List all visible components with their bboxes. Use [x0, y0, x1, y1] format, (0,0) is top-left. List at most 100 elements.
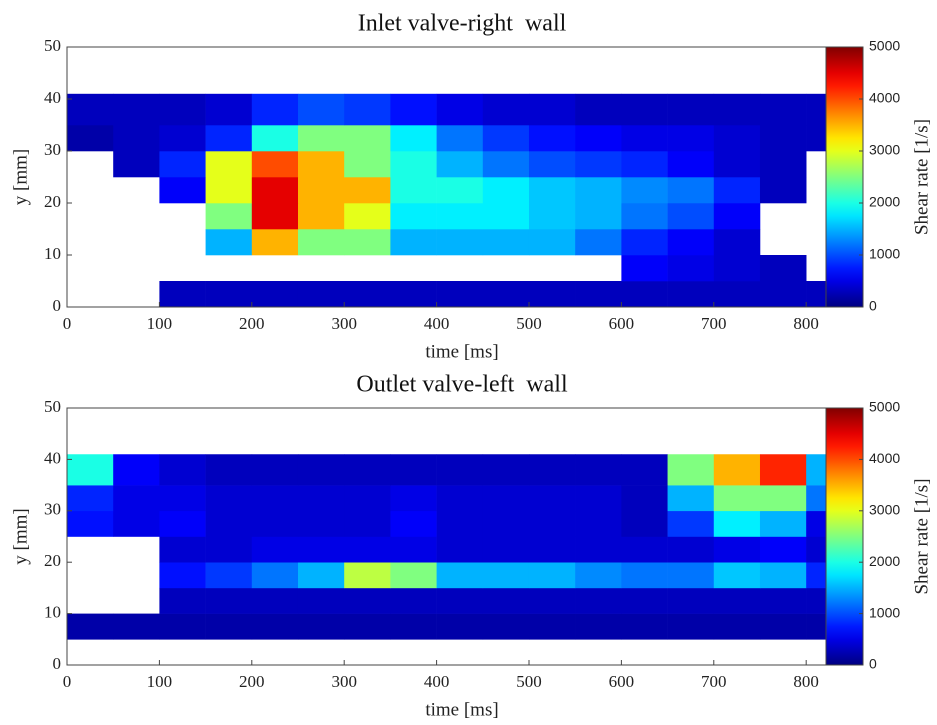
- heat-cell: [390, 587, 437, 614]
- heat-cell: [667, 281, 715, 308]
- heat-cell: [713, 203, 761, 230]
- colorbar-tick-label: 4000: [869, 90, 900, 106]
- x-tick-label: 200: [239, 672, 265, 691]
- y-tick-label: 20: [44, 192, 61, 211]
- heat-cell: [297, 613, 345, 640]
- heat-cell: [667, 151, 715, 178]
- heat-cell: [297, 281, 345, 308]
- heat-cell: [713, 485, 761, 512]
- heat-cell: [621, 485, 668, 512]
- heat-cell: [575, 229, 622, 256]
- heat-cell: [713, 229, 761, 256]
- heat-cell: [344, 536, 391, 563]
- heat-cell: [621, 93, 668, 126]
- heat-cell: [436, 454, 484, 486]
- heat-cell: [713, 454, 761, 486]
- x-tick-label: 800: [793, 314, 819, 333]
- heat-cell: [205, 281, 253, 308]
- y-tick-label: 10: [44, 603, 61, 622]
- heat-cell: [67, 613, 114, 640]
- heat-cell: [159, 587, 206, 614]
- x-tick-label: 300: [331, 314, 357, 333]
- heat-cell: [113, 151, 160, 178]
- heat-cell: [528, 281, 576, 308]
- heat-cell: [297, 562, 345, 589]
- x-tick-label: 600: [609, 314, 635, 333]
- colorbar-tick-label: 3000: [869, 502, 900, 518]
- heat-cell: [482, 151, 530, 178]
- heat-cell: [482, 454, 530, 486]
- heat-cell: [667, 229, 715, 256]
- x-tick-label: 800: [793, 672, 819, 691]
- heat-cell: [205, 203, 253, 230]
- heat-cell: [575, 485, 622, 512]
- heat-cell: [713, 177, 761, 204]
- heat-cell: [251, 177, 299, 204]
- heat-cell: [344, 177, 391, 204]
- heat-cell: [390, 125, 437, 152]
- heat-cell: [759, 151, 807, 178]
- heat-cell: [621, 613, 668, 640]
- heat-cell: [159, 177, 206, 204]
- heat-cell: [528, 203, 576, 230]
- heat-cell: [205, 562, 253, 589]
- heat-cell: [759, 125, 807, 152]
- heat-cell: [436, 177, 484, 204]
- heat-cell: [667, 125, 715, 152]
- x-tick-label: 300: [331, 672, 357, 691]
- heat-cell: [621, 281, 668, 308]
- x-tick-label: 400: [424, 314, 450, 333]
- heat-cell: [344, 281, 391, 308]
- x-tick-label: 400: [424, 672, 450, 691]
- heat-cell: [667, 93, 715, 126]
- colorbar-tick-label: 2000: [869, 553, 900, 569]
- y-tick-label: 30: [44, 140, 61, 159]
- heat-cell: [621, 125, 668, 152]
- heat-cell: [344, 203, 391, 230]
- heat-cell: [575, 281, 622, 308]
- heat-cell: [713, 281, 761, 308]
- heat-cell: [205, 510, 253, 537]
- heat-cell: [344, 151, 391, 178]
- heat-cell: [667, 203, 715, 230]
- heat-cell: [575, 93, 622, 126]
- heat-cell: [482, 177, 530, 204]
- heat-cell: [759, 536, 807, 563]
- y-tick-label: 0: [53, 296, 62, 315]
- heat-cell: [759, 510, 807, 537]
- y-tick-label: 30: [44, 500, 61, 519]
- heat-cell: [713, 510, 761, 537]
- heat-cell: [482, 587, 530, 614]
- y-tick-label: 20: [44, 551, 61, 570]
- heat-cell: [713, 562, 761, 589]
- heat-cell: [667, 485, 715, 512]
- heat-cell: [482, 229, 530, 256]
- colorbar-tick-label: 1000: [869, 246, 900, 262]
- colorbar-tick-label: 4000: [869, 450, 900, 466]
- heat-cell: [297, 485, 345, 512]
- heat-cell: [621, 510, 668, 537]
- heat-cell: [251, 203, 299, 230]
- y-tick-label: 0: [53, 654, 62, 673]
- heat-cell: [575, 562, 622, 589]
- heat-cell: [297, 203, 345, 230]
- heat-cell: [251, 562, 299, 589]
- heat-cell: [297, 510, 345, 537]
- heat-cell: [159, 454, 206, 486]
- heat-cell: [436, 510, 484, 537]
- heat-cell: [436, 125, 484, 152]
- heat-cell: [621, 562, 668, 589]
- heat-cell: [482, 562, 530, 589]
- heat-cell: [159, 562, 206, 589]
- heat-cell: [344, 485, 391, 512]
- x-tick-label: 200: [239, 314, 265, 333]
- heat-cell: [205, 536, 253, 563]
- heat-cell: [297, 93, 345, 126]
- heat-cell: [113, 93, 160, 126]
- heat-cell: [621, 255, 668, 282]
- heat-cell: [344, 613, 391, 640]
- colorbar-tick-label: 3000: [869, 142, 900, 158]
- heat-cell: [251, 454, 299, 486]
- x-tick-label: 500: [516, 314, 542, 333]
